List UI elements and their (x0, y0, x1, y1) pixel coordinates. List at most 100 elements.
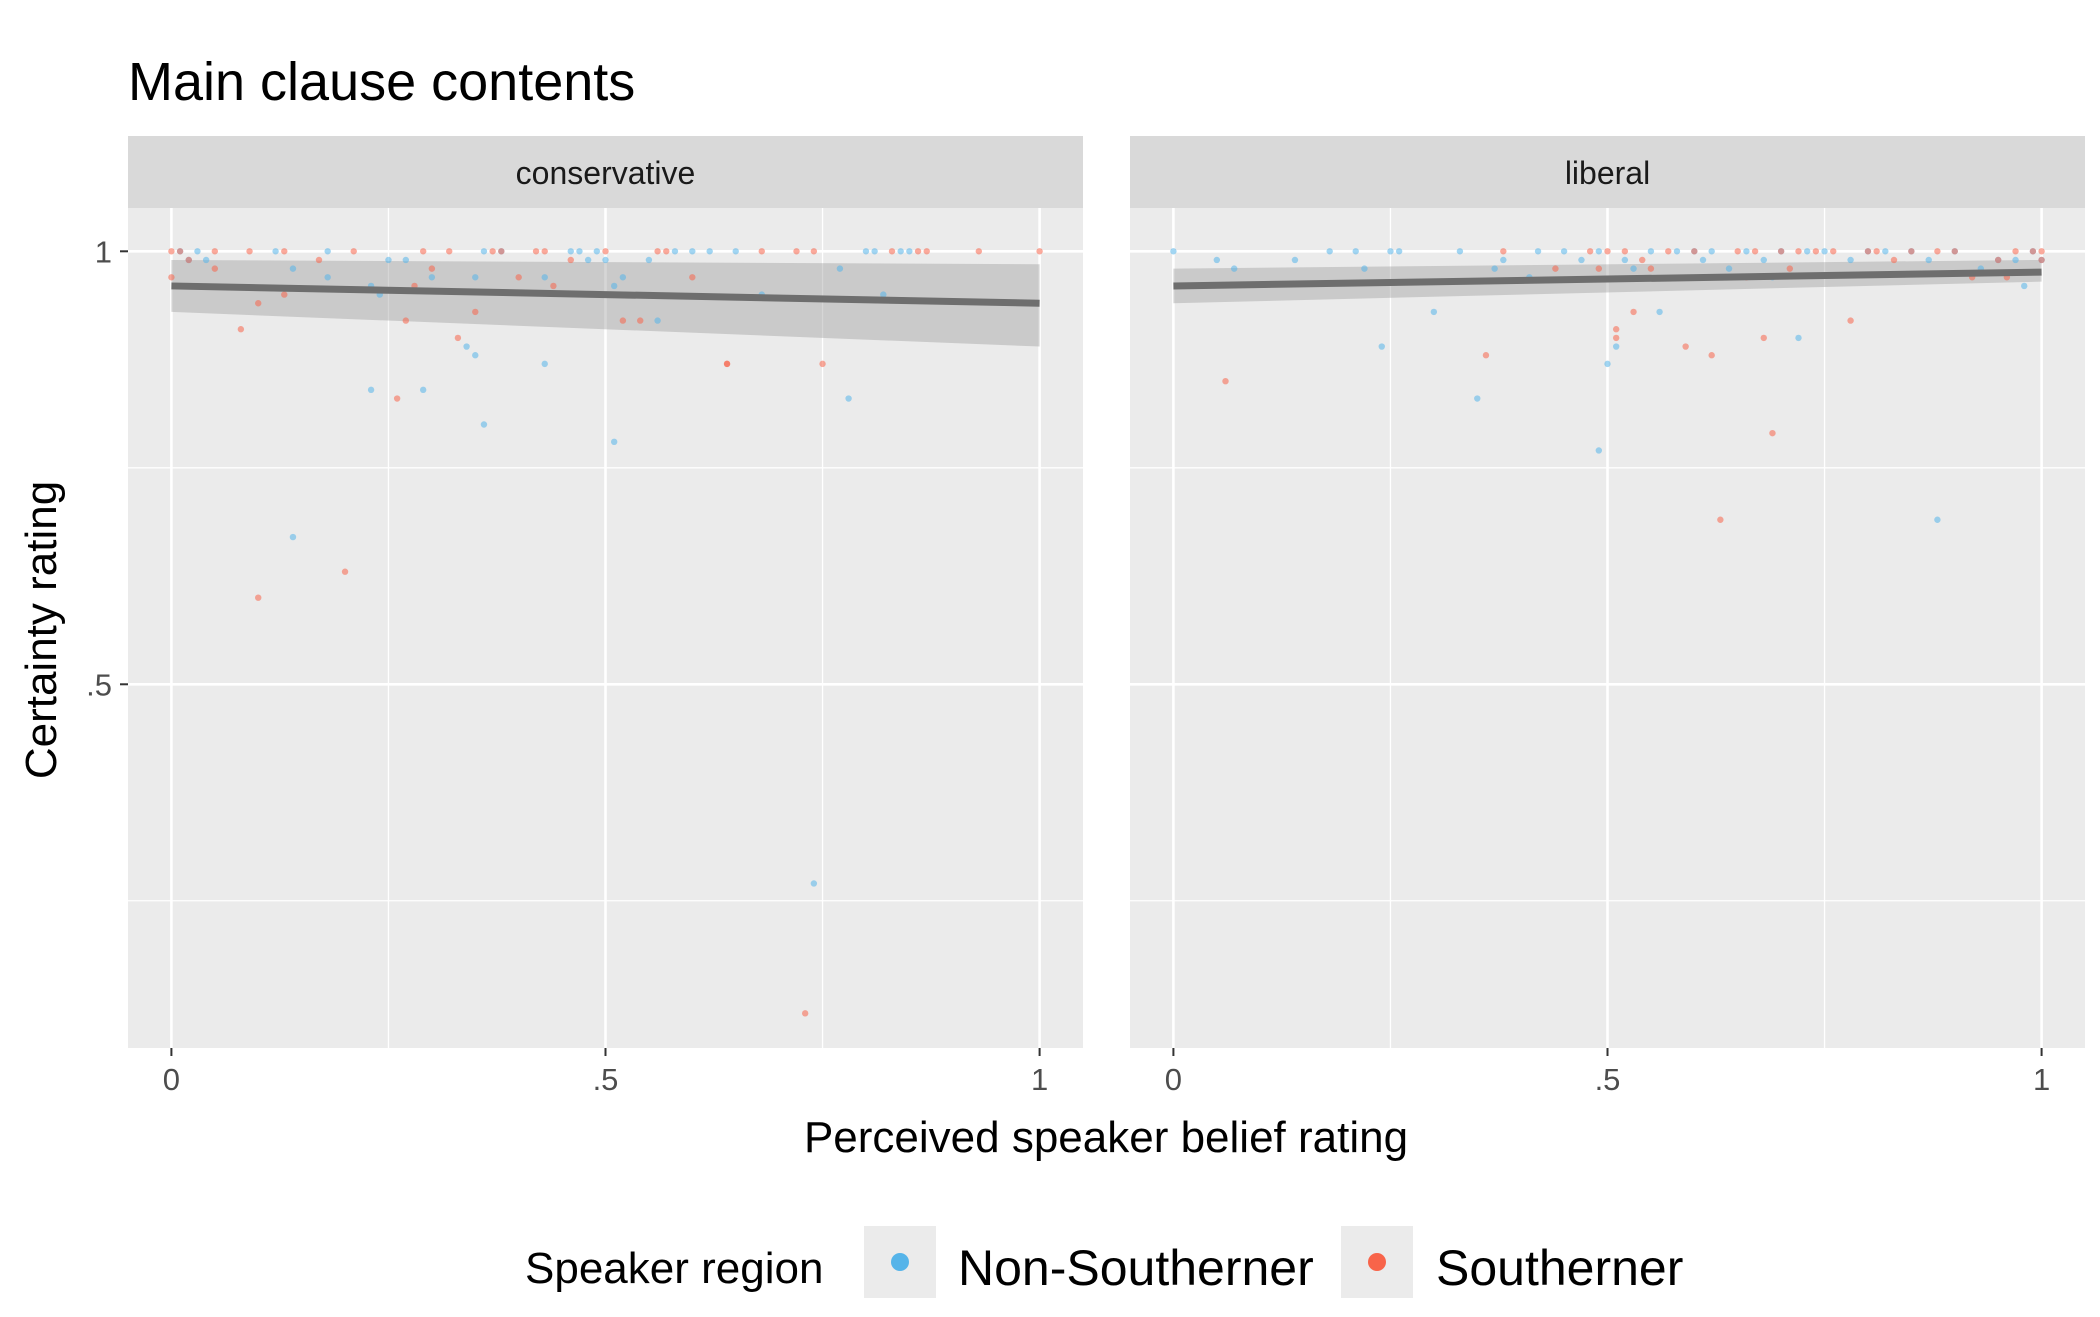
data-point (1604, 360, 1611, 368)
data-point (1751, 248, 1759, 255)
panel-conservative: conservative 0 .5 1 .5 1 (86, 136, 1083, 1097)
data-point (593, 248, 601, 255)
data-point (1534, 248, 1542, 255)
data-point (1612, 343, 1620, 350)
data-point (480, 248, 488, 255)
x-tick-label: .5 (1595, 1062, 1621, 1097)
data-point (619, 317, 627, 324)
data-point (402, 317, 410, 324)
strip-label-liberal: liberal (1565, 155, 1650, 191)
data-point (1647, 248, 1655, 255)
data-point (315, 256, 323, 264)
data-point (1500, 248, 1507, 255)
data-point (168, 274, 175, 281)
data-point (1717, 516, 1724, 523)
data-point (211, 265, 219, 272)
data-point (1621, 256, 1629, 264)
data-point (2038, 256, 2045, 264)
data-point (1934, 248, 1941, 255)
data-point (801, 1010, 809, 1017)
data-point (341, 568, 349, 575)
legend-label-non-southerner: Non-Southerner (958, 1240, 1314, 1296)
data-point (2012, 256, 2019, 264)
data-point (246, 248, 253, 255)
data-point (862, 248, 870, 255)
data-point (1665, 248, 1672, 255)
data-point (1994, 256, 2002, 264)
data-point (723, 360, 731, 368)
data-point (472, 308, 479, 316)
data-point (1803, 248, 1811, 255)
data-point (1361, 265, 1368, 272)
facet-panels: conservative 0 .5 1 .5 1 liberal 0 .5 1 (86, 136, 2085, 1097)
data-point (1291, 256, 1299, 264)
data-point (663, 248, 670, 255)
data-point (1882, 248, 1889, 255)
data-point (1621, 248, 1629, 255)
data-point (1743, 248, 1750, 255)
data-point (602, 256, 609, 264)
data-point (472, 274, 479, 281)
data-point (1604, 248, 1611, 255)
data-point (202, 256, 210, 264)
legend-title: Speaker region (525, 1244, 823, 1293)
regression-line (171, 282, 1040, 307)
data-point (428, 265, 436, 272)
data-point (1578, 256, 1585, 264)
data-point (1777, 248, 1785, 255)
data-point (472, 352, 479, 359)
data-point (602, 248, 609, 255)
data-point (706, 248, 713, 255)
x-axis-title: Perceived speaker belief rating (804, 1113, 1408, 1162)
data-point (836, 265, 844, 272)
data-point (176, 248, 184, 255)
data-point (463, 343, 470, 350)
data-point (1213, 256, 1221, 264)
data-point (975, 248, 983, 255)
data-point (1821, 248, 1828, 255)
data-point (194, 248, 201, 255)
data-point (281, 248, 288, 255)
data-point (255, 300, 262, 307)
data-point (1699, 256, 1707, 264)
data-point (880, 291, 887, 298)
data-point (1595, 265, 1603, 272)
data-point (2012, 248, 2019, 255)
data-point (1708, 352, 1715, 359)
regression-line (1173, 268, 2042, 290)
data-point (1864, 248, 1872, 255)
data-point (645, 256, 653, 264)
data-point (454, 334, 462, 342)
data-point (1673, 248, 1681, 255)
data-point (1595, 248, 1603, 255)
data-point (1552, 265, 1559, 272)
legend: Speaker region Non-Southerner Southerner (525, 1226, 1683, 1298)
y-axis-title: Certainty rating (17, 481, 66, 779)
data-point (1430, 308, 1438, 316)
data-point (758, 248, 765, 255)
data-point (1760, 334, 1767, 342)
data-point (515, 274, 522, 281)
data-point (1456, 248, 1464, 255)
data-point (619, 274, 627, 281)
legend-dot-non-southerner (891, 1253, 909, 1271)
x-tick-label: 1 (1031, 1062, 1048, 1097)
data-point (419, 248, 427, 255)
strip-liberal (1130, 136, 2085, 208)
data-point (350, 248, 357, 255)
data-point (1708, 248, 1715, 255)
data-point (810, 248, 818, 255)
data-point (654, 248, 661, 255)
data-point (871, 248, 878, 255)
data-point (1647, 265, 1655, 272)
data-point (324, 248, 331, 255)
data-point (1951, 248, 1958, 255)
panel-liberal: liberal 0 .5 1 (1130, 136, 2085, 1097)
data-point (185, 256, 192, 264)
data-point (1769, 429, 1776, 437)
data-point (888, 248, 896, 255)
data-point (1036, 248, 1043, 255)
data-point (914, 248, 922, 255)
data-point (637, 317, 644, 324)
